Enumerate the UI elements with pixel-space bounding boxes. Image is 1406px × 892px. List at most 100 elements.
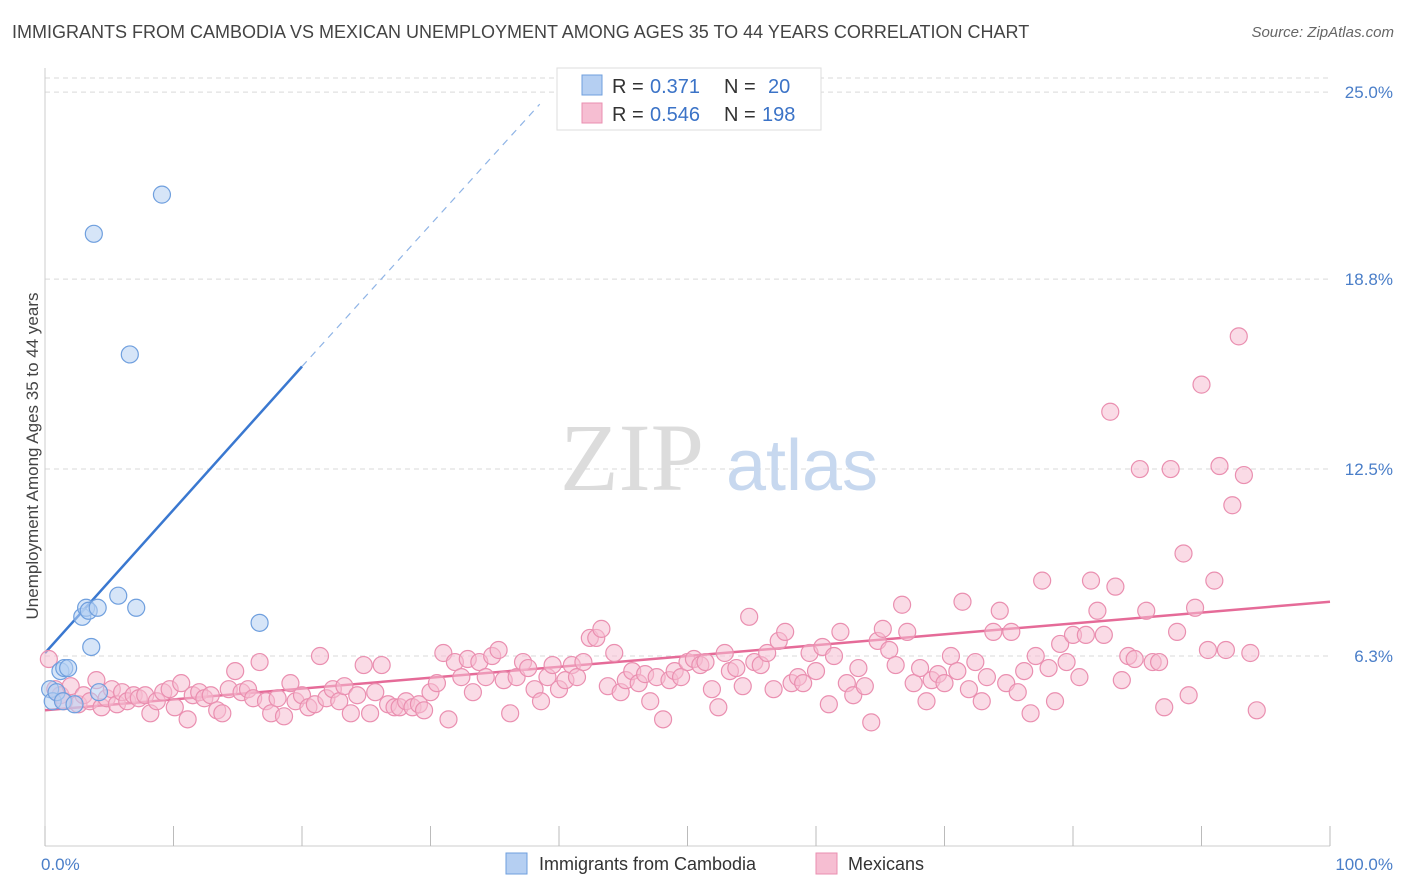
mexicans-point-167 xyxy=(1051,634,1070,654)
mexicans-point-134 xyxy=(849,658,868,678)
mexicans-point-69 xyxy=(452,668,471,687)
mexicans-point-198 xyxy=(1241,643,1260,663)
mexicans-point-159 xyxy=(1002,622,1021,641)
mexicans-point-191 xyxy=(1198,640,1218,660)
axes xyxy=(44,68,1331,847)
legend-r-label-mexicans: R = xyxy=(612,104,644,126)
y-tick-label-2: 18.8% xyxy=(1345,270,1393,289)
legend-n-value-mexicans: 198 xyxy=(762,104,795,126)
mexicans-point-161 xyxy=(1015,661,1034,681)
legend-r-value-cambodia: 0.371 xyxy=(650,76,700,98)
mexicans-point-199 xyxy=(1247,701,1266,720)
mexicans-point-197 xyxy=(1234,465,1254,485)
watermark-zip: ZIP xyxy=(560,404,704,511)
cambodia-point-16 xyxy=(120,345,139,364)
mexicans-point-140 xyxy=(886,655,905,675)
mexicans-point-92 xyxy=(592,619,611,638)
cambodia-point-12 xyxy=(84,224,103,243)
mexicans-point-94 xyxy=(605,643,624,663)
mexicans-point-52 xyxy=(348,686,367,705)
mexicans-point-89 xyxy=(574,652,593,672)
mexicans-point-102 xyxy=(653,710,673,729)
mexicans-point-165 xyxy=(1039,658,1058,678)
mexicans-point-184 xyxy=(1155,698,1174,717)
mexicans-point-40 xyxy=(274,707,294,726)
mexicans-point-154 xyxy=(972,692,991,711)
mexicans-point-139 xyxy=(880,640,899,660)
mexicans-point-179 xyxy=(1125,649,1144,669)
source-label: Source: ZipAtlas.com xyxy=(1251,24,1394,41)
correlation-legend: R = 0.371 N = 20 R = 0.546 N = 198 xyxy=(556,67,822,131)
watermark-atlas: atlas xyxy=(726,426,878,506)
legend-swatch-mexicans xyxy=(581,102,603,124)
mexicans-point-23 xyxy=(172,674,191,693)
data-points xyxy=(39,185,1266,732)
mexicans-point-105 xyxy=(671,668,691,687)
legend-n-label-cambodia: N = xyxy=(724,76,756,98)
mexicans-point-145 xyxy=(917,692,936,711)
mexicans-point-155 xyxy=(977,668,997,687)
mexicans-point-65 xyxy=(427,674,447,693)
cambodia-point-18 xyxy=(152,185,172,204)
series-legend-swatch-mexicans xyxy=(815,852,838,875)
mexicans-point-131 xyxy=(831,622,850,641)
mexicans-point-153 xyxy=(966,652,985,672)
legend-n-label-mexicans: N = xyxy=(724,104,756,126)
mexicans-point-32 xyxy=(226,661,245,681)
cambodia-point-7 xyxy=(65,695,84,714)
mexicans-point-53 xyxy=(354,655,373,675)
mexicans-point-162 xyxy=(1021,704,1040,723)
mexicans-point-109 xyxy=(696,652,715,672)
mexicans-point-173 xyxy=(1088,601,1107,620)
cambodia-point-17 xyxy=(127,598,146,617)
series-legend-label-mexicans: Mexicans xyxy=(848,854,924,874)
mexicans-point-151 xyxy=(953,592,972,611)
mexicans-point-36 xyxy=(250,652,269,672)
mexicans-point-125 xyxy=(794,674,813,693)
mexicans-point-171 xyxy=(1076,625,1095,645)
x-tick-label-0: 0.0% xyxy=(41,855,80,874)
mexicans-point-176 xyxy=(1106,577,1125,596)
mexicans-point-63 xyxy=(414,701,434,720)
mexicans-point-141 xyxy=(892,595,912,614)
series-legend-label-cambodia: Immigrants from Cambodia xyxy=(539,854,757,874)
cambodia-point-15 xyxy=(109,586,128,605)
mexicans-point-149 xyxy=(941,646,961,666)
mexicans-point-152 xyxy=(959,680,979,699)
watermark: ZIP atlas xyxy=(560,404,878,511)
legend-n-value-cambodia: 20 xyxy=(768,76,790,98)
mexicans-point-172 xyxy=(1081,571,1101,590)
mexicans-point-80 xyxy=(519,658,538,678)
mexicans-point-112 xyxy=(715,643,734,663)
mexicans-point-88 xyxy=(567,668,587,687)
mexicans-point-77 xyxy=(501,704,520,723)
mexicans-point-73 xyxy=(476,668,495,687)
mexicans-point-177 xyxy=(1112,671,1131,690)
mexicans-point-163 xyxy=(1026,646,1045,666)
legend-r-value-mexicans: 0.546 xyxy=(650,104,700,126)
mexicans-point-122 xyxy=(776,622,795,641)
cambodia-point-5 xyxy=(59,658,78,678)
mexicans-point-111 xyxy=(709,698,728,717)
mexicans-point-84 xyxy=(543,655,562,675)
mexicans-point-196 xyxy=(1229,327,1248,346)
mexicans-point-192 xyxy=(1205,571,1224,590)
y-tick-labels: 6.3% 12.5% 18.8% 25.0% xyxy=(1345,83,1393,666)
mexicans-point-54 xyxy=(361,704,380,723)
series-legend-swatch-cambodia xyxy=(505,852,528,875)
x-tick-label-1: 100.0% xyxy=(1335,855,1393,874)
mexicans-point-82 xyxy=(531,692,551,711)
mexicans-point-143 xyxy=(904,674,923,693)
mexicans-point-46 xyxy=(310,646,330,666)
mexicans-point-127 xyxy=(806,661,826,681)
mexicans-point-194 xyxy=(1216,640,1236,660)
mexicans-point-157 xyxy=(990,601,1009,620)
chart-title: IMMIGRANTS FROM CAMBODIA VS MEXICAN UNEM… xyxy=(12,22,1030,42)
mexicans-point-41 xyxy=(281,674,300,693)
mexicans-point-180 xyxy=(1130,459,1149,479)
mexicans-point-166 xyxy=(1045,692,1065,711)
mexicans-point-186 xyxy=(1167,622,1187,641)
mexicans-point-56 xyxy=(372,655,391,675)
mexicans-point-39 xyxy=(268,689,287,708)
